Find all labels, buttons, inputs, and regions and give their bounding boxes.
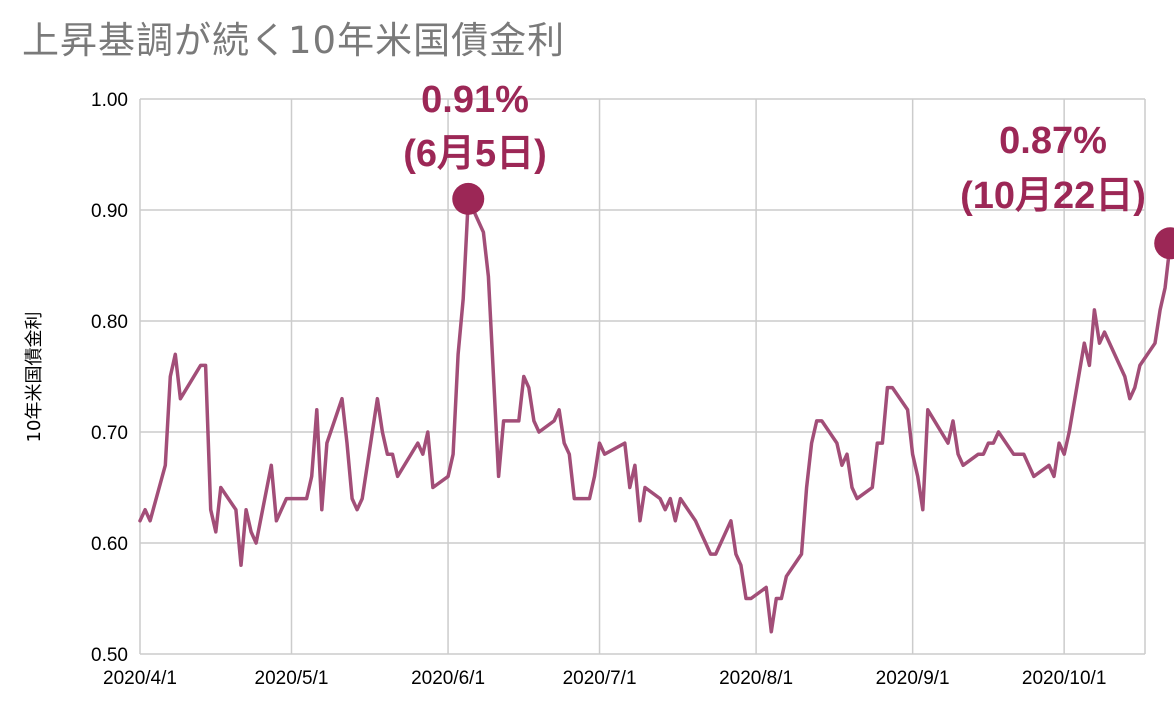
highlight-point-marker — [1154, 227, 1174, 260]
x-tick-label: 2020/9/1 — [876, 668, 950, 689]
annotation-value: 0.87% — [999, 120, 1107, 162]
y-tick-label: 0.60 — [91, 534, 128, 555]
annotation-date: (10月22日) — [960, 175, 1146, 217]
x-tick-label: 2020/7/1 — [563, 668, 637, 689]
x-tick-label: 2020/8/1 — [719, 668, 793, 689]
annotation-value: 0.91% — [421, 79, 529, 121]
y-tick-label: 0.50 — [91, 645, 128, 666]
x-tick-label: 2020/10/1 — [1022, 668, 1107, 689]
y-tick-label: 0.90 — [91, 201, 128, 222]
x-tick-label: 2020/5/1 — [255, 668, 329, 689]
grid-lines — [139, 98, 1146, 655]
x-tick-label: 2020/4/1 — [103, 668, 177, 689]
series-layer — [138, 197, 1172, 634]
y-tick-label: 0.80 — [91, 312, 128, 333]
y-tick-label: 1.00 — [91, 90, 128, 111]
series-line — [138, 197, 1172, 634]
y-axis-label: 10年米国債金利 — [24, 312, 45, 443]
annotation-date: (6月5日) — [403, 133, 547, 175]
y-tick-label: 0.70 — [91, 423, 128, 444]
chart-title: 上昇基調が続く10年米国債金利 — [22, 19, 566, 62]
x-tick-label: 2020/6/1 — [411, 668, 485, 689]
highlight-point-marker — [452, 182, 485, 215]
annotations: 0.91% (6月5日) 0.87% (10月22日) — [403, 79, 1174, 260]
